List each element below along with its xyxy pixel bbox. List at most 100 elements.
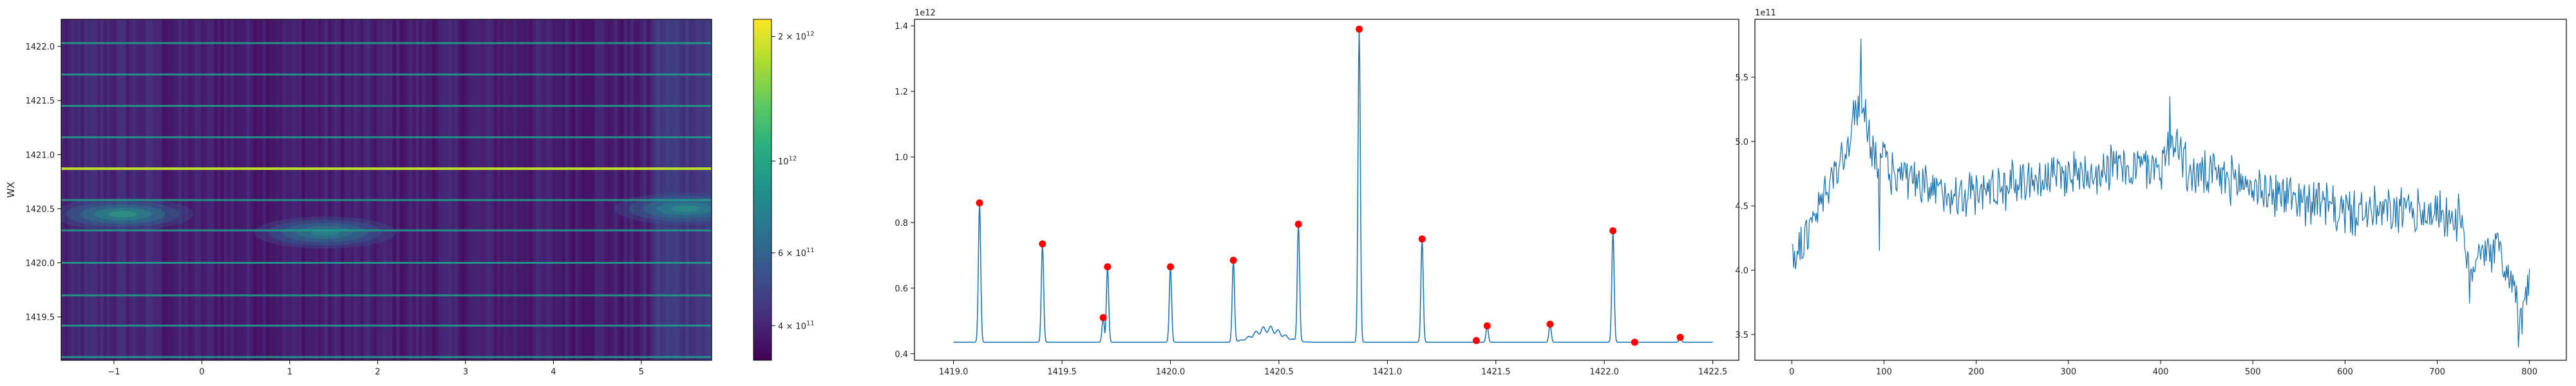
heatmap-column [136, 19, 140, 360]
heatmap-column [204, 19, 208, 360]
heatmap-y-axis-label: WX [5, 181, 17, 198]
heatmap-band [61, 294, 712, 297]
heatmap-x-tick-label: 1 [287, 367, 292, 377]
heatmap-column [578, 19, 582, 360]
heatmap-x-tick-label: 3 [463, 367, 468, 377]
heatmap-column [598, 19, 601, 360]
heatmap-column [272, 19, 276, 360]
heatmap-column [474, 19, 478, 360]
heatmap-column [444, 19, 449, 360]
spectrum-x-tick-label: 1422.0 [1589, 367, 1619, 377]
heatmap-hotspot [671, 205, 700, 212]
heatmap-column [168, 19, 173, 360]
heatmap-hotspot [61, 198, 194, 230]
spectrum-panel: 1419.0 1419.5 1420.0 1420.5 1421.0 1421.5 1422… [895, 8, 1739, 377]
heatmap-x-tick-label: 0 [199, 367, 204, 377]
heatmap-column [61, 19, 65, 360]
heatmap-column [539, 19, 543, 360]
heatmap-column [390, 19, 393, 360]
peak-marker [1472, 336, 1480, 344]
heatmap-column [178, 19, 182, 360]
heatmap-column [633, 19, 638, 360]
timeseries-x-tick-label: 0 [1789, 367, 1794, 377]
heatmap-column [558, 19, 563, 360]
heatmap-image [61, 19, 712, 360]
spectrum-y-tick-label: 1.2 [895, 87, 908, 97]
heatmap-column [415, 19, 420, 360]
heatmap-column [650, 19, 654, 360]
heatmap-x-tick-label: 4 [551, 367, 556, 377]
heatmap-column [585, 19, 589, 360]
heatmap-hotspot [643, 199, 712, 219]
spectrum-y-tick-label: 1.0 [895, 153, 908, 163]
heatmap-frame [61, 19, 712, 361]
heatmap-column [679, 19, 683, 360]
heatmap-column [451, 19, 455, 360]
heatmap-column [393, 19, 397, 360]
heatmap-column [279, 19, 283, 360]
heatmap-column [317, 19, 322, 360]
heatmap-column [409, 19, 413, 360]
heatmap-column [223, 19, 228, 360]
peak-marker [1483, 322, 1491, 329]
timeseries-line [1792, 38, 2530, 348]
heatmap-band [61, 324, 712, 327]
heatmap-column [165, 19, 169, 360]
heatmap-column [341, 19, 345, 360]
heatmap-column [386, 19, 390, 360]
heatmap-column [617, 19, 621, 360]
heatmap-column [571, 19, 576, 360]
heatmap-column [122, 19, 127, 360]
heatmap-column [227, 19, 231, 360]
heatmap-band [61, 356, 712, 358]
heatmap-column [198, 19, 202, 360]
heatmap-x-tick-label: 2 [375, 367, 380, 377]
heatmap-hotspot [66, 201, 180, 227]
heatmap-column [653, 19, 657, 360]
heatmap-column [68, 19, 71, 360]
heatmap-column [448, 19, 452, 360]
timeseries-x-tick-label: 600 [2337, 367, 2353, 377]
heatmap-column [406, 19, 410, 360]
heatmap-column [230, 19, 234, 360]
heatmap-column [490, 19, 495, 360]
heatmap-column [500, 19, 504, 360]
heatmap-column [321, 19, 325, 360]
heatmap-column [695, 19, 699, 360]
heatmap-column [669, 19, 673, 360]
heatmap-column [354, 19, 358, 360]
heatmap-column [282, 19, 287, 360]
heatmap-column [217, 19, 222, 360]
heatmap-column [412, 19, 417, 360]
timeseries-frame [1754, 19, 2567, 361]
spectrum-x-tick-label: 1421.5 [1481, 367, 1511, 377]
heatmap-band [61, 42, 712, 44]
heatmap-column [158, 19, 163, 360]
heatmap-column [211, 19, 214, 360]
heatmap-column [256, 19, 260, 360]
heatmap-column [181, 19, 185, 360]
peak-marker [1099, 314, 1107, 322]
heatmap-column [685, 19, 690, 360]
heatmap-column [263, 19, 267, 360]
timeseries-x-tick-label: 300 [2060, 367, 2076, 377]
heatmap-column [363, 19, 368, 360]
heatmap-column [533, 19, 536, 360]
heatmap-column [487, 19, 491, 360]
timeseries-x-tick-label: 100 [1876, 367, 1892, 377]
heatmap-y-tick-label: 1421.5 [26, 96, 55, 106]
spectrum-y-tick-label: 0.6 [895, 284, 908, 294]
heatmap-column [129, 19, 133, 360]
heatmap-column [84, 19, 88, 360]
peak-marker [1039, 240, 1046, 248]
heatmap-column [477, 19, 482, 360]
heatmap-column [630, 19, 634, 360]
heatmap-column [305, 19, 309, 360]
heatmap-column [623, 19, 628, 360]
heatmap-column [295, 19, 299, 360]
heatmap-column [659, 19, 663, 360]
heatmap-column [337, 19, 341, 360]
peak-marker [1546, 320, 1554, 328]
heatmap-column [506, 19, 511, 360]
heatmap-column [155, 19, 160, 360]
